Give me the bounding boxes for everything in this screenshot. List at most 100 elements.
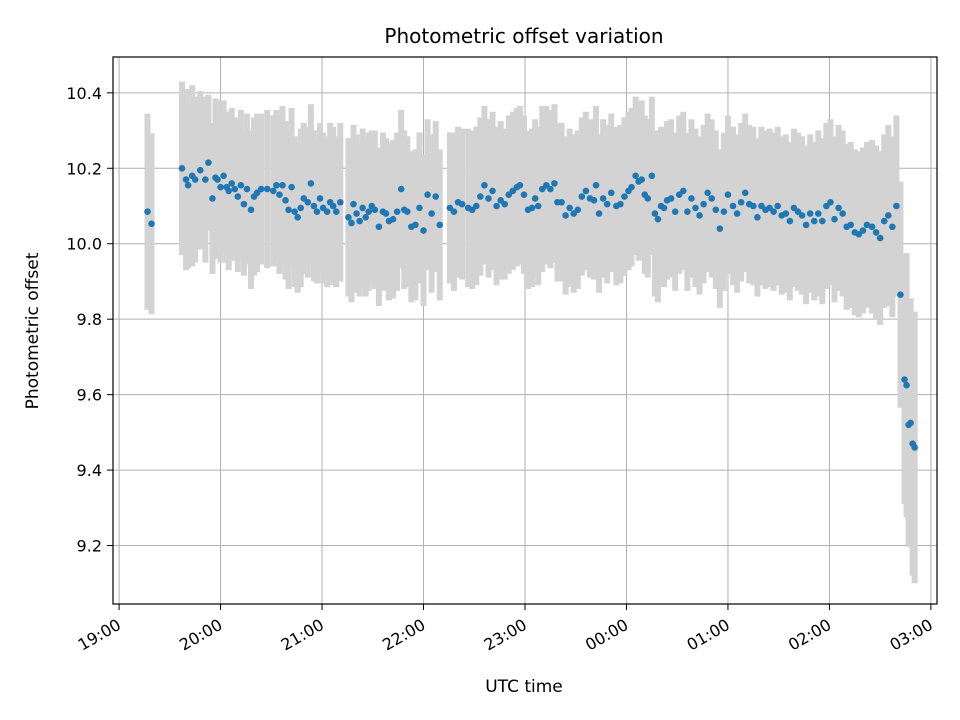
data-point — [708, 195, 716, 202]
data-point — [214, 176, 221, 183]
data-point — [371, 206, 379, 214]
data-point — [516, 181, 524, 189]
data-point — [359, 204, 366, 212]
data-point — [450, 208, 458, 215]
data-point — [196, 166, 204, 174]
data-point — [403, 208, 411, 215]
data-point — [638, 176, 645, 183]
data-point — [356, 217, 363, 225]
x-tick-label: 22:00 — [379, 615, 428, 655]
data-point — [348, 219, 355, 227]
data-point — [148, 220, 155, 228]
data-point — [590, 197, 598, 204]
data-point — [863, 221, 871, 229]
data-point — [353, 210, 360, 217]
data-point — [704, 189, 711, 197]
data-point — [291, 208, 298, 215]
x-tick-label: 01:00 — [684, 615, 733, 655]
data-point — [178, 164, 186, 172]
data-point — [716, 225, 724, 232]
data-point — [237, 181, 245, 189]
data-point — [680, 187, 687, 195]
data-point — [667, 195, 675, 202]
data-point — [375, 223, 383, 231]
data-point — [528, 204, 536, 212]
x-tick-label: 20:00 — [176, 615, 225, 655]
data-point — [893, 202, 900, 210]
data-point — [578, 193, 586, 200]
data-point — [285, 206, 292, 214]
data-point — [520, 191, 528, 198]
y-axis-ticks: 9.2 9.4 9.6 9.8 10.0 10.2 10.4 — [66, 84, 113, 556]
data-point — [297, 204, 305, 212]
data-point — [144, 208, 151, 215]
data-point — [770, 208, 777, 215]
data-point — [632, 172, 639, 180]
data-point — [531, 195, 539, 202]
y-tick-label: 10.4 — [66, 84, 102, 103]
data-point — [247, 206, 255, 214]
error-bars — [144, 81, 918, 584]
data-point — [692, 204, 699, 212]
data-point — [436, 221, 444, 229]
data-point — [688, 195, 695, 202]
data-point — [412, 221, 419, 229]
data-point — [493, 202, 500, 210]
data-point — [617, 200, 624, 208]
y-tick-label: 9.4 — [77, 461, 102, 480]
data-point — [243, 185, 251, 193]
data-point — [654, 215, 662, 223]
data-point — [485, 195, 492, 202]
x-tick-label: 02:00 — [785, 615, 834, 655]
data-point — [582, 187, 590, 195]
data-point — [831, 215, 838, 223]
data-point — [712, 206, 720, 214]
data-point — [205, 159, 212, 166]
data-point — [294, 214, 301, 221]
data-point — [827, 198, 834, 206]
data-point — [729, 202, 737, 210]
data-point — [810, 217, 818, 225]
data-point — [209, 195, 216, 202]
data-point — [428, 210, 435, 217]
data-point — [489, 187, 496, 195]
data-point — [907, 419, 914, 427]
data-point — [872, 229, 880, 236]
data-point — [835, 204, 842, 212]
chart-title: Photometric offset variation — [384, 24, 663, 48]
data-point — [754, 214, 761, 221]
data-point — [234, 193, 242, 200]
data-point — [859, 227, 867, 234]
data-point — [903, 381, 910, 389]
data-point — [660, 204, 668, 212]
data-point — [472, 202, 480, 210]
data-point — [217, 183, 224, 191]
data-point — [607, 189, 615, 197]
data-point — [847, 221, 855, 229]
y-tick-label: 9.8 — [77, 310, 102, 329]
data-point — [397, 185, 405, 193]
x-axis-title: UTC time — [485, 677, 563, 697]
data-point — [365, 208, 373, 215]
data-point — [432, 193, 439, 200]
data-point — [282, 197, 289, 204]
data-point — [595, 210, 603, 217]
y-axis-title: Photometric offset — [23, 252, 43, 409]
data-point — [276, 191, 283, 198]
data-point — [345, 214, 352, 221]
data-point — [225, 187, 232, 195]
data-point — [884, 212, 892, 219]
data-point — [551, 180, 558, 187]
data-point — [332, 208, 340, 215]
data-point — [304, 198, 312, 206]
data-point — [547, 185, 554, 193]
data-point — [737, 198, 745, 206]
y-tick-label: 10.2 — [66, 159, 102, 178]
y-tick-label: 9.2 — [77, 537, 102, 556]
data-point — [257, 185, 265, 193]
data-points — [144, 159, 918, 451]
data-point — [782, 210, 790, 217]
data-point — [671, 208, 679, 215]
data-point — [696, 212, 703, 219]
